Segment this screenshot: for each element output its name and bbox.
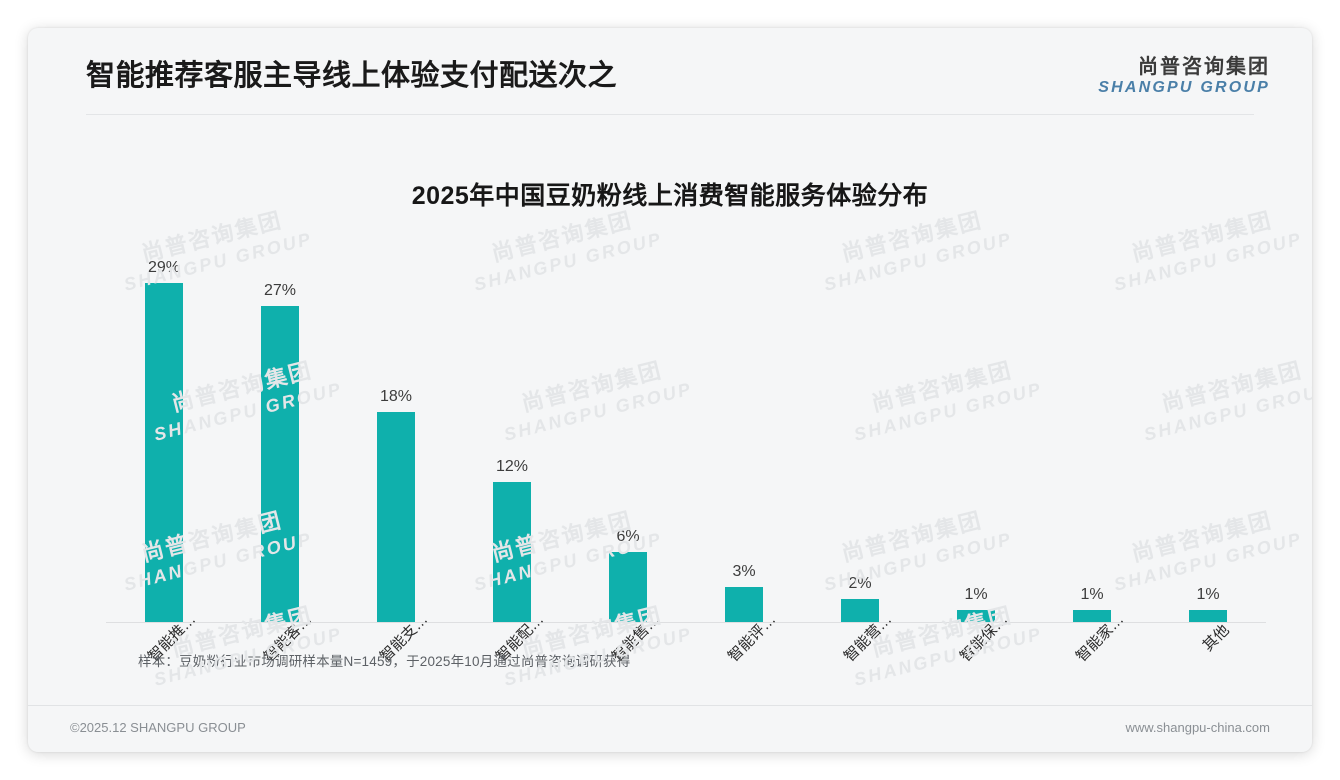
bar-value-label: 27% (263, 282, 297, 299)
x-label-slot: 智能保… (918, 611, 1034, 714)
bar-value-label: 2% (848, 575, 872, 592)
bar-group: 18% (338, 248, 454, 622)
logo-chinese-text: 尚普咨询集团 (1138, 56, 1270, 78)
header-divider (86, 114, 1254, 115)
chart-title: 2025年中国豆奶粉线上消费智能服务体验分布 (411, 182, 929, 210)
bar-group: 2% (802, 248, 918, 622)
bar[interactable] (725, 587, 763, 622)
bar[interactable] (609, 552, 647, 622)
logo-english-text: SHANGPU GROUP (1098, 79, 1270, 96)
bar-group: 3% (686, 248, 802, 622)
bar-chart-plot: 29% 27% 18% 12% 6% 3% 2% 1% 1% 1% 智能推… 智能客… 智能支… 智能配… (78, 248, 1268, 665)
x-axis-tick-label: 其他 (1199, 621, 1233, 655)
bar-series: 29% 27% 18% 12% 6% 3% 2% 1% 1% 1% (106, 248, 1266, 622)
chart-container: 2025年中国豆奶粉线上消费智能服务体验分布 29% 27% 18% 12% 6% 3% 2… (28, 118, 1312, 670)
bar-value-label: 18% (379, 388, 413, 405)
bar-value-label: 29% (147, 259, 181, 276)
bar-group: 6% (570, 248, 686, 622)
x-label-slot: 智能评… (686, 611, 802, 714)
bar[interactable] (377, 412, 415, 622)
copyright-text: ©2025.12 SHANGPU GROUP (70, 720, 246, 735)
bar[interactable] (493, 482, 531, 622)
bar-group: 12% (454, 248, 570, 622)
bar[interactable] (261, 306, 299, 622)
bar-group: 1% (918, 248, 1034, 622)
bar[interactable] (1189, 610, 1227, 622)
chart-footnote: 样本：豆奶粉行业市场调研样本量N=1459，于2025年10月通过尚普咨询调研获… (138, 654, 631, 669)
slide-header: 智能推荐客服主导线上体验支付配送次之 尚普咨询集团 SHANGPU GROUP (28, 28, 1312, 114)
x-label-slot: 智能营… (802, 611, 918, 714)
bar-group: 29% (106, 248, 222, 622)
x-label-slot: 其他 (1150, 622, 1266, 714)
bar-value-label: 1% (964, 586, 988, 603)
x-label-slot: 智能家… (1034, 611, 1150, 714)
brand-logo: 尚普咨询集团 SHANGPU GROUP (1098, 56, 1270, 97)
bar-group: 1% (1034, 248, 1150, 622)
slide: 智能推荐客服主导线上体验支付配送次之 尚普咨询集团 SHANGPU GROUP … (28, 28, 1312, 752)
bar-group: 27% (222, 248, 338, 622)
bar-group: 1% (1150, 248, 1266, 622)
x-axis-line (106, 622, 1266, 623)
slide-footer: ©2025.12 SHANGPU GROUP www.shangpu-china… (28, 706, 1312, 752)
footer-divider (28, 705, 1312, 706)
bar[interactable] (1073, 610, 1111, 622)
bar[interactable] (145, 283, 183, 622)
bar-value-label: 6% (616, 528, 640, 545)
bar-value-label: 1% (1196, 586, 1220, 603)
page-title: 智能推荐客服主导线上体验支付配送次之 (86, 60, 618, 92)
bar-value-label: 1% (1080, 586, 1104, 603)
bar[interactable] (957, 610, 995, 622)
website-link[interactable]: www.shangpu-china.com (1125, 720, 1270, 735)
bar-value-label: 3% (732, 563, 756, 580)
bar-value-label: 12% (495, 458, 529, 475)
bar[interactable] (841, 599, 879, 622)
